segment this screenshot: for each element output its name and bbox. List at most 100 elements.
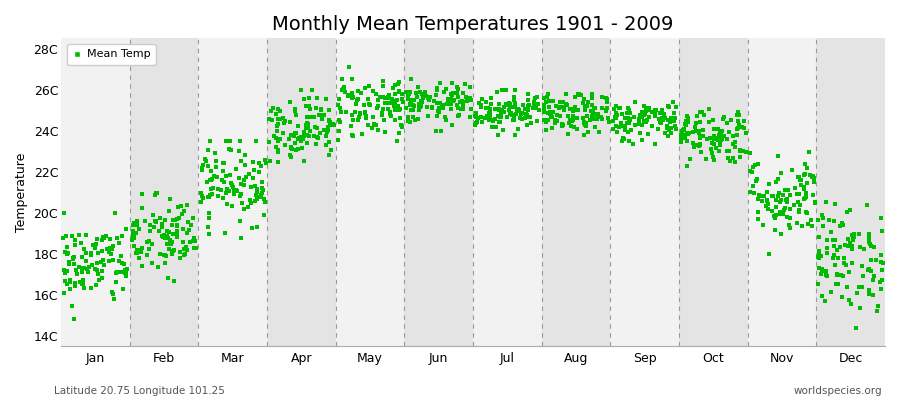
Point — [746, 182, 760, 189]
Bar — [267, 38, 336, 346]
Point — [446, 98, 460, 104]
Point — [90, 267, 104, 274]
Point — [812, 264, 826, 271]
Point — [863, 241, 878, 247]
Point — [60, 244, 75, 250]
Point — [115, 260, 130, 267]
Point — [242, 171, 256, 177]
Point — [840, 208, 854, 215]
Point — [588, 105, 602, 112]
Point — [248, 192, 263, 198]
Point — [118, 266, 132, 273]
Point — [295, 136, 310, 143]
Point — [841, 242, 855, 249]
Point — [198, 158, 212, 164]
Point — [387, 102, 401, 109]
Point — [723, 158, 737, 164]
Point — [805, 222, 819, 229]
Point — [322, 118, 337, 124]
Point — [425, 104, 439, 110]
Point — [269, 128, 284, 134]
Point — [353, 110, 367, 116]
Point — [874, 215, 888, 222]
Point — [537, 104, 552, 111]
Point — [482, 109, 497, 116]
Point — [287, 130, 302, 136]
Point — [739, 149, 753, 155]
Point — [219, 190, 233, 196]
Point — [674, 132, 688, 138]
Point — [613, 105, 627, 112]
Point — [383, 109, 398, 115]
Point — [130, 250, 145, 257]
Point — [60, 268, 75, 274]
Point — [768, 227, 782, 234]
Point — [511, 106, 526, 112]
Point — [294, 134, 309, 140]
Point — [555, 123, 570, 129]
Point — [776, 192, 790, 198]
Point — [518, 115, 532, 121]
Point — [310, 124, 324, 131]
Point — [201, 146, 215, 153]
Point — [485, 124, 500, 130]
Point — [792, 174, 806, 180]
Point — [246, 174, 260, 181]
Point — [210, 174, 224, 180]
Point — [499, 101, 513, 107]
Point — [145, 260, 159, 266]
Point — [491, 107, 506, 113]
Point — [226, 184, 240, 190]
Point — [119, 269, 133, 275]
Point — [404, 107, 419, 114]
Point — [110, 268, 124, 275]
Point — [668, 114, 682, 121]
Point — [576, 120, 590, 126]
Point — [444, 96, 458, 102]
Point — [234, 191, 248, 198]
Point — [792, 191, 806, 198]
Point — [357, 84, 372, 91]
Point — [515, 116, 529, 122]
Point — [831, 271, 845, 277]
Point — [874, 286, 888, 292]
Point — [706, 135, 721, 141]
Point — [571, 90, 585, 97]
Point — [103, 258, 117, 264]
Point — [623, 110, 637, 116]
Point — [664, 130, 679, 136]
Point — [774, 196, 788, 203]
Point — [831, 255, 845, 261]
Point — [689, 142, 704, 148]
Point — [299, 102, 313, 109]
Point — [561, 113, 575, 120]
Point — [820, 250, 834, 256]
Point — [378, 129, 392, 135]
Point — [382, 92, 396, 99]
Point — [159, 233, 174, 239]
Point — [861, 266, 876, 273]
Point — [728, 139, 742, 145]
Point — [728, 144, 742, 150]
Point — [165, 250, 179, 256]
Point — [660, 123, 674, 130]
Point — [315, 116, 329, 122]
Point — [375, 112, 390, 118]
Point — [182, 227, 196, 234]
Point — [577, 131, 591, 138]
Point — [63, 277, 77, 284]
Point — [463, 84, 477, 91]
Point — [796, 196, 811, 202]
Point — [135, 204, 149, 211]
Point — [221, 146, 236, 152]
Point — [635, 137, 650, 144]
Point — [404, 76, 419, 82]
Point — [244, 200, 258, 206]
Point — [346, 133, 360, 139]
Point — [449, 90, 464, 96]
Point — [141, 246, 156, 252]
Point — [796, 186, 811, 192]
Point — [693, 141, 707, 148]
Point — [63, 286, 77, 292]
Bar — [748, 38, 816, 346]
